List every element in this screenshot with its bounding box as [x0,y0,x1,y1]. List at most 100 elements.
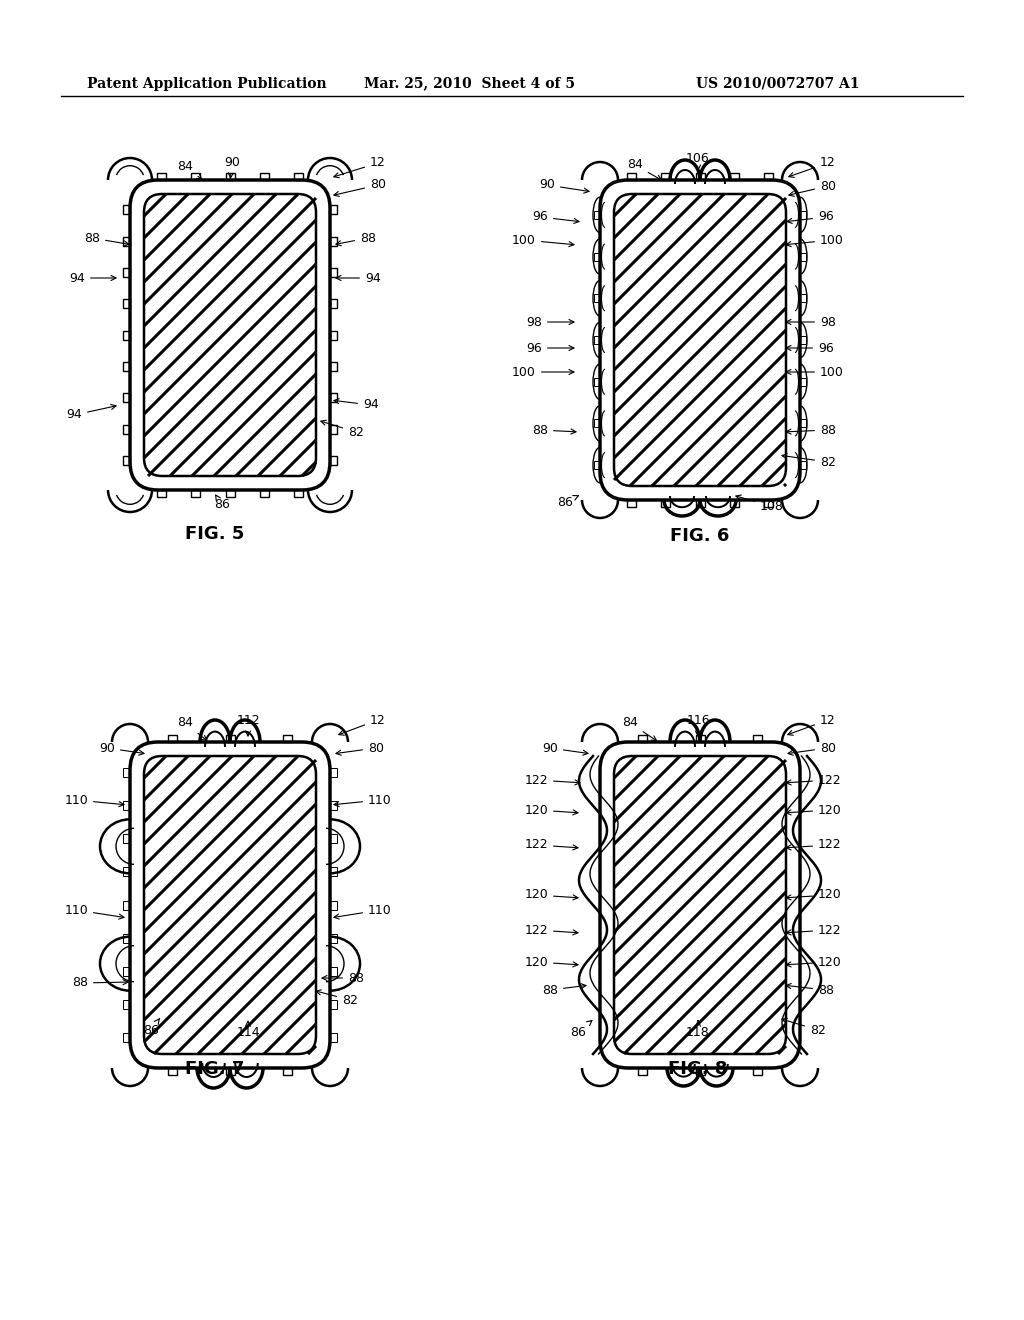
FancyBboxPatch shape [614,756,786,1053]
Text: 82: 82 [321,420,364,438]
Bar [695,500,705,507]
Text: 90: 90 [539,178,589,193]
Text: 86: 86 [214,495,230,511]
Bar [330,933,337,942]
Text: 106: 106 [686,152,710,170]
Bar [157,173,166,180]
Text: 100: 100 [512,234,574,247]
Bar [330,300,337,308]
Bar [123,834,130,843]
Bar [594,337,600,345]
Bar [123,205,130,214]
Text: 88: 88 [532,424,575,437]
Text: 88: 88 [542,983,586,997]
Bar [123,801,130,810]
Text: 94: 94 [67,404,116,421]
Bar [695,1068,705,1074]
Bar [594,252,600,260]
Text: 80: 80 [336,742,384,755]
Text: 12: 12 [788,157,836,177]
Bar [123,1034,130,1041]
FancyBboxPatch shape [144,756,316,1053]
Text: 122: 122 [524,774,580,787]
Bar [800,211,806,219]
Text: FIG. 6: FIG. 6 [671,527,730,545]
Bar [330,801,337,810]
Bar [800,252,806,260]
Bar [330,425,337,433]
Bar [627,173,636,180]
Text: 80: 80 [334,178,386,197]
Text: 80: 80 [788,742,836,755]
Bar [330,867,337,876]
Bar [330,362,337,371]
Text: 120: 120 [786,888,842,902]
Bar [330,330,337,339]
Text: 96: 96 [526,342,574,355]
Bar [123,455,130,465]
Text: 96: 96 [787,210,834,223]
Text: 94: 94 [70,272,116,285]
Text: 84: 84 [627,158,662,180]
Bar [800,337,806,345]
Bar [330,205,337,214]
Text: US 2010/0072707 A1: US 2010/0072707 A1 [696,77,860,91]
Bar [550,692,850,1118]
Bar [330,393,337,403]
Text: 122: 122 [786,774,842,787]
Bar [123,966,130,975]
Bar [80,129,380,540]
Text: 110: 110 [334,903,392,919]
Bar [123,300,130,308]
Bar [123,236,130,246]
Bar [294,490,303,498]
Text: 122: 122 [786,924,842,936]
Bar [225,1068,234,1074]
Bar [594,461,600,469]
Text: 122: 122 [786,838,842,851]
Text: 110: 110 [65,903,124,919]
Bar [283,735,292,742]
Bar [123,933,130,942]
Text: 120: 120 [524,956,578,969]
Bar [123,425,130,433]
Text: 90: 90 [224,156,240,178]
Text: 80: 80 [788,180,836,197]
Bar [662,500,670,507]
Bar [294,173,303,180]
Text: 114: 114 [237,1022,260,1039]
Bar [260,173,269,180]
Text: 120: 120 [524,888,578,902]
Text: 120: 120 [524,804,578,817]
Text: 118: 118 [686,1020,710,1040]
Text: 82: 82 [782,454,836,469]
Text: 88: 88 [72,977,128,990]
Bar [764,173,773,180]
Text: Patent Application Publication: Patent Application Publication [87,77,327,91]
Text: 90: 90 [99,742,144,755]
Bar [123,362,130,371]
Text: 100: 100 [786,234,844,247]
Bar [330,236,337,246]
Bar [695,173,705,180]
Bar [753,1068,762,1074]
Bar [753,735,762,742]
Text: 120: 120 [786,804,842,817]
Text: 12: 12 [787,714,836,735]
Bar [594,420,600,428]
Bar [627,500,636,507]
Bar [225,173,234,180]
Text: 88: 88 [322,972,364,985]
Text: 122: 122 [524,838,578,851]
Bar [638,735,647,742]
Bar [225,735,234,742]
Text: 88: 88 [84,231,129,246]
Text: 110: 110 [65,793,124,807]
Bar [123,393,130,403]
Text: 94: 94 [336,272,381,285]
Bar [330,900,337,909]
Text: 86: 86 [143,1019,160,1036]
Text: 84: 84 [623,717,656,741]
Bar [283,1068,292,1074]
Bar [800,378,806,385]
